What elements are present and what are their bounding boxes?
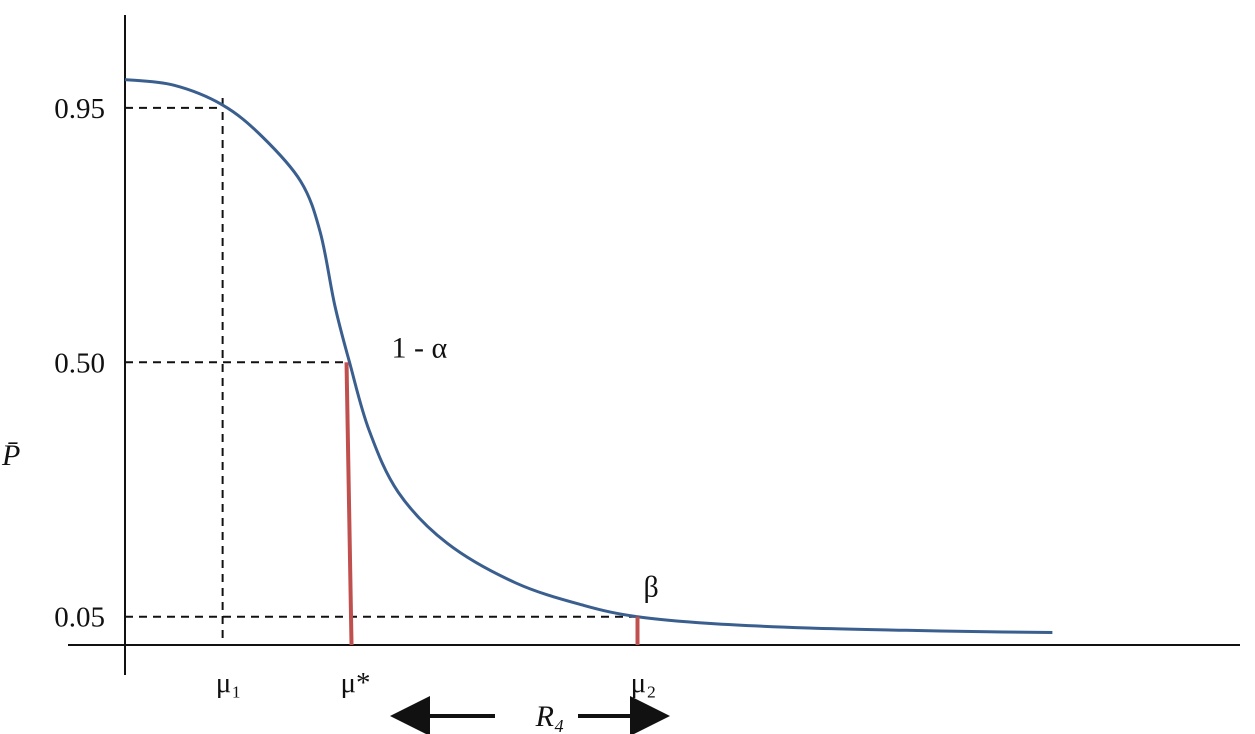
y-tick-label: 0.50 <box>54 347 105 379</box>
labels-layer: P̄ 1 - α β R₄ 0.95 0.50 0.05 μ₁ μ* μ₂ <box>1 93 659 733</box>
series-line <box>124 78 1053 635</box>
y-axis-label: P̄ <box>1 439 20 472</box>
beta-annotation: β <box>644 571 659 604</box>
series-layer <box>124 78 1053 635</box>
axes <box>68 15 1240 675</box>
alpha-marker <box>344 362 354 646</box>
markers-layer <box>344 362 640 646</box>
x-tick-label: μ₂ <box>631 667 657 699</box>
y-tick-label: 0.95 <box>54 93 105 125</box>
alpha-annotation: 1 - α <box>392 331 448 364</box>
guide-lines <box>125 98 638 645</box>
y-tick-label: 0.05 <box>54 602 105 634</box>
x-tick-label: μ* <box>340 667 370 699</box>
x-tick-label: μ₁ <box>216 667 242 699</box>
range-annotation: R₄ <box>535 700 565 733</box>
